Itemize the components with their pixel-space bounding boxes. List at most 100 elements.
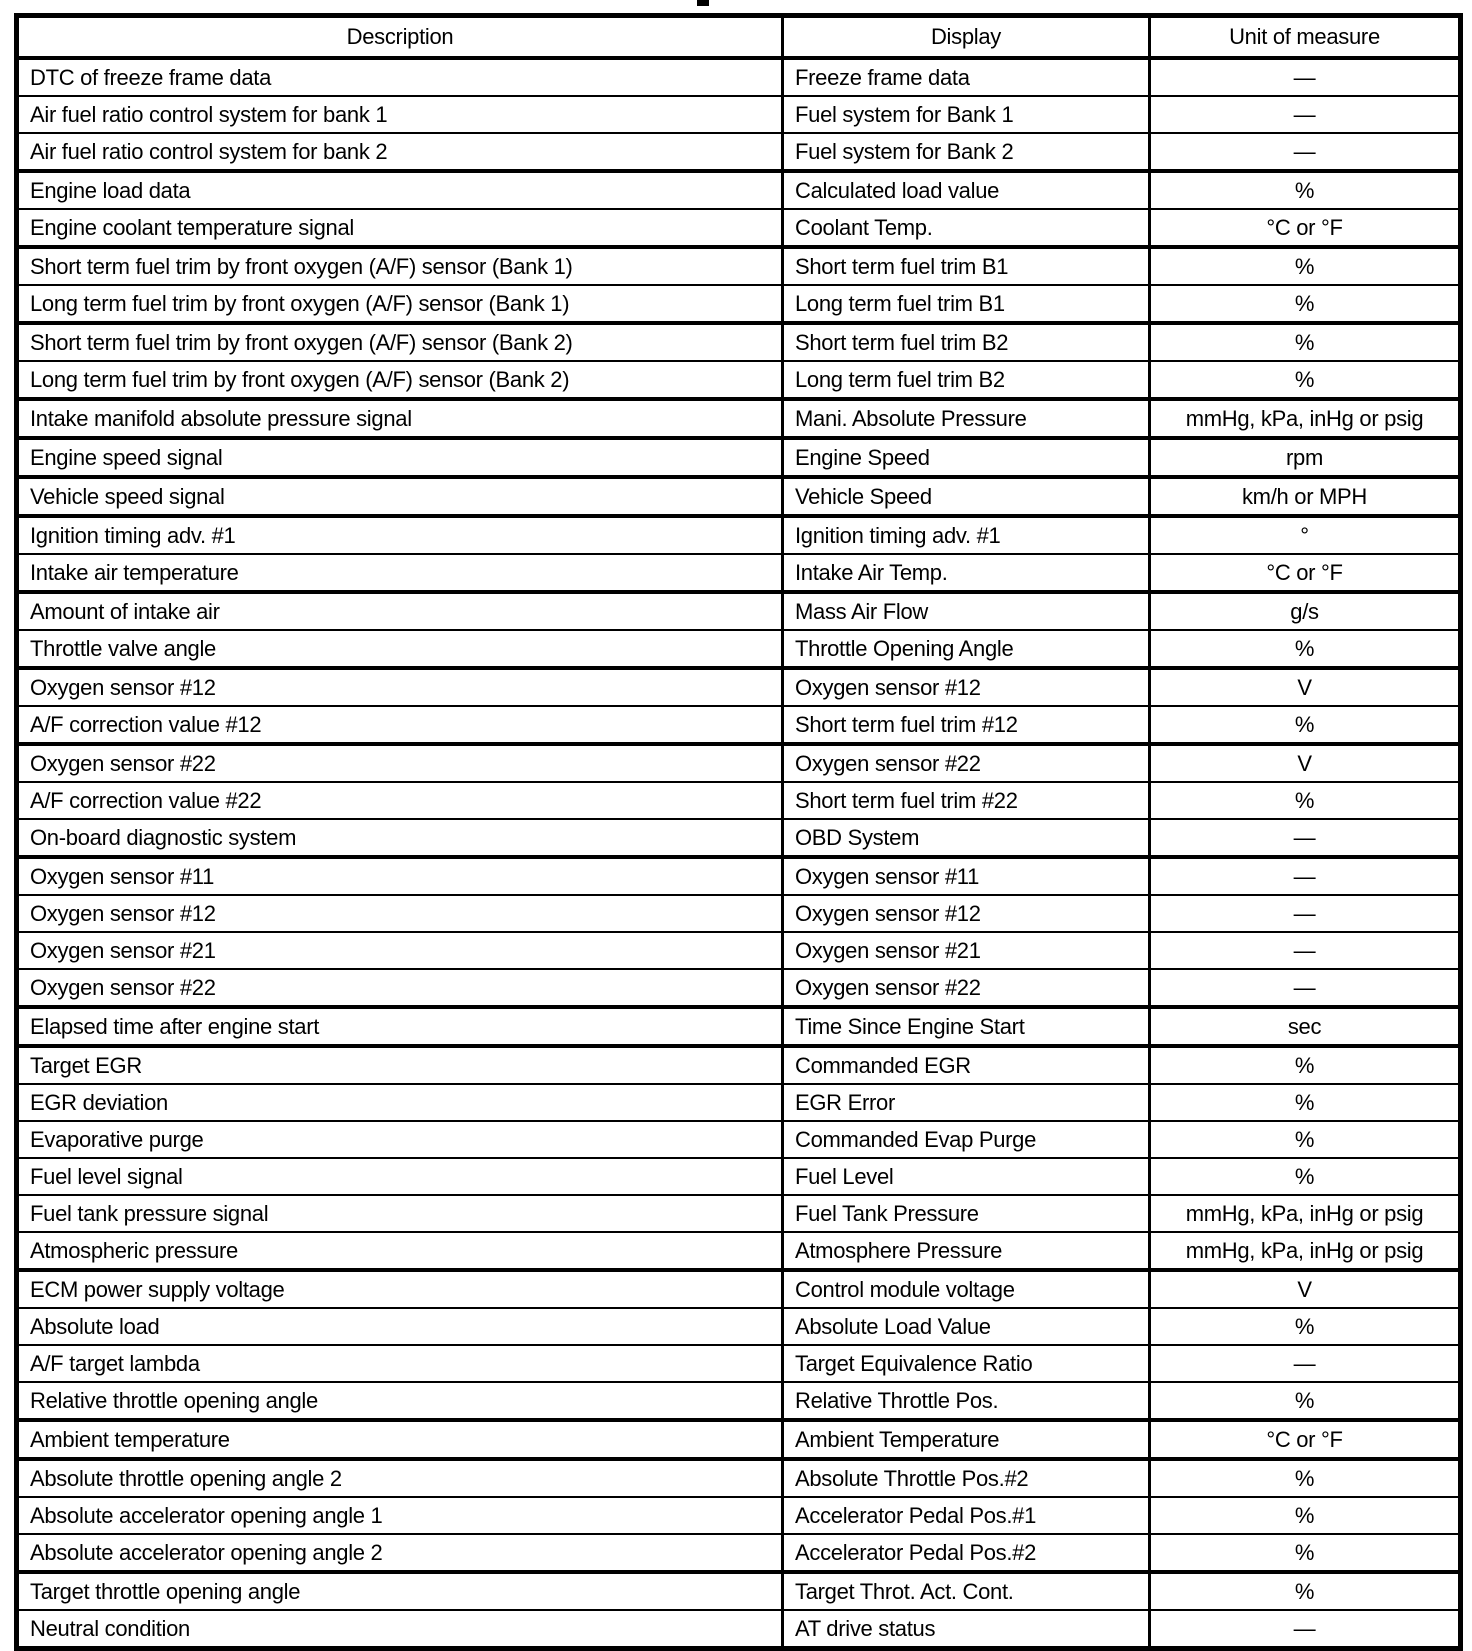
cell-description: Absolute accelerator opening angle 2 [16,1534,783,1574]
cell-unit: — [1148,969,1461,1009]
table-row: Intake manifold absolute pressure signal… [16,399,1461,440]
cell-unit: — [1148,819,1461,859]
table-row: Long term fuel trim by front oxygen (A/F… [16,361,1461,401]
cell-description: Oxygen sensor #22 [16,969,783,1009]
cell-display: Relative Throttle Pos. [781,1382,1150,1422]
cell-unit: % [1148,323,1461,362]
cell-unit: °C or °F [1148,1420,1461,1461]
cell-unit: °C or °F [1148,209,1461,249]
cell-unit: % [1148,361,1461,401]
table-row: Oxygen sensor #22 Oxygen sensor #22 V [16,744,1461,783]
cell-unit: — [1148,1345,1461,1383]
header-row: Description Display Unit of measure [16,15,1461,60]
column-header-description: Description [16,15,783,60]
cell-display: Short term fuel trim #12 [781,706,1150,746]
cell-unit: — [1148,895,1461,933]
cell-display: OBD System [781,819,1150,859]
cell-display: Vehicle Speed [781,477,1150,518]
cell-display: Fuel system for Bank 1 [781,96,1150,134]
table-row: Air fuel ratio control system for bank 1… [16,96,1461,134]
cell-display: Freeze frame data [781,58,1150,97]
table-row: Elapsed time after engine start Time Sinc… [16,1007,1461,1048]
cell-display: Accelerator Pedal Pos.#1 [781,1497,1150,1535]
cell-description: Short term fuel trim by front oxygen (A/… [16,247,783,286]
cell-description: Relative throttle opening angle [16,1382,783,1422]
table-row: A/F target lambda Target Equivalence Rati… [16,1345,1461,1383]
table-row: Absolute accelerator opening angle 1 Acce… [16,1497,1461,1535]
cell-unit: % [1148,1121,1461,1159]
cell-display: Absolute Throttle Pos.#2 [781,1459,1150,1498]
cell-unit: — [1148,96,1461,134]
cell-unit: % [1148,247,1461,286]
cell-display: Atmosphere Pressure [781,1232,1150,1272]
table-row: Engine load data Calculated load value% [16,171,1461,210]
cell-description: Target EGR [16,1046,783,1085]
table-row: Atmospheric pressure Atmosphere Pressure m… [16,1232,1461,1272]
table-row: Short term fuel trim by front oxygen (A/… [16,323,1461,362]
cell-display: Mass Air Flow [781,592,1150,631]
cell-unit: mmHg, kPa, inHg or psig [1148,1232,1461,1272]
cropped-text-artifact [697,0,709,6]
cell-unit: — [1148,857,1461,896]
cell-display: Target Throt. Act. Cont. [781,1572,1150,1611]
cell-unit: V [1148,668,1461,707]
cell-display: EGR Error [781,1084,1150,1122]
cell-display: Fuel Tank Pressure [781,1195,1150,1233]
cell-description: A/F correction value #12 [16,706,783,746]
cell-unit: — [1148,932,1461,970]
cell-description: Fuel level signal [16,1158,783,1196]
cell-description: Evaporative purge [16,1121,783,1159]
cell-description: EGR deviation [16,1084,783,1122]
cell-unit: — [1148,58,1461,97]
cell-description: Intake manifold absolute pressure signal [16,399,783,440]
cell-display: Intake Air Temp. [781,554,1150,594]
cell-description: Elapsed time after engine start [16,1007,783,1048]
cell-display: Absolute Load Value [781,1308,1150,1346]
cell-unit: ° [1148,516,1461,555]
table-row: On-board diagnostic system OBD System — [16,819,1461,859]
cell-description: Absolute accelerator opening angle 1 [16,1497,783,1535]
table-row: Oxygen sensor #12 Oxygen sensor #12— [16,895,1461,933]
table-row: Target throttle opening angle Target Thro… [16,1572,1461,1611]
table-row: Intake air temperature Intake Air Temp. °C… [16,554,1461,594]
cell-unit: % [1148,1084,1461,1122]
cell-display: Long term fuel trim B2 [781,361,1150,401]
table-row: Oxygen sensor #12 Oxygen sensor #12 V [16,668,1461,707]
cell-description: Absolute load [16,1308,783,1346]
table-row: Engine coolant temperature signal Coolant… [16,209,1461,249]
cell-unit: % [1148,171,1461,210]
cell-unit: V [1148,1270,1461,1309]
cell-description: DTC of freeze frame data [16,58,783,97]
cell-unit: % [1148,1497,1461,1535]
table-row: Fuel tank pressure signal Fuel Tank Press… [16,1195,1461,1233]
cell-description: Air fuel ratio control system for bank 1 [16,96,783,134]
cell-description: Air fuel ratio control system for bank 2 [16,133,783,173]
cell-description: Oxygen sensor #22 [16,744,783,783]
cell-display: Ambient Temperature [781,1420,1150,1461]
cell-display: Calculated load value [781,171,1150,210]
table-row: Neutral condition AT drive status — [16,1610,1461,1650]
cell-description: Oxygen sensor #21 [16,932,783,970]
cell-display: Short term fuel trim #22 [781,782,1150,820]
cell-display: Oxygen sensor #12 [781,668,1150,707]
cell-display: Fuel Level [781,1158,1150,1196]
cell-display: Coolant Temp. [781,209,1150,249]
cell-display: Oxygen sensor #11 [781,857,1150,896]
cell-description: Vehicle speed signal [16,477,783,518]
cell-display: Engine Speed [781,438,1150,479]
table-row: Oxygen sensor #21 Oxygen sensor #21— [16,932,1461,970]
table-row: Evaporative purge Commanded Evap Purge% [16,1121,1461,1159]
cell-description: A/F target lambda [16,1345,783,1383]
table-row: Amount of intake air Mass Air Flow g/s [16,592,1461,631]
table-row: Oxygen sensor #22 Oxygen sensor #22— [16,969,1461,1009]
table-row: EGR deviation EGR Error% [16,1084,1461,1122]
cell-unit: sec [1148,1007,1461,1048]
table-row: Absolute accelerator opening angle 2 Acce… [16,1534,1461,1574]
cell-display: Target Equivalence Ratio [781,1345,1150,1383]
table-row: ECM power supply voltage Control module v… [16,1270,1461,1309]
table-row: Ambient temperature Ambient Temperature °C… [16,1420,1461,1461]
cell-description: Oxygen sensor #11 [16,857,783,896]
cell-unit: V [1148,744,1461,783]
cell-display: Oxygen sensor #21 [781,932,1150,970]
cell-unit: km/h or MPH [1148,477,1461,518]
